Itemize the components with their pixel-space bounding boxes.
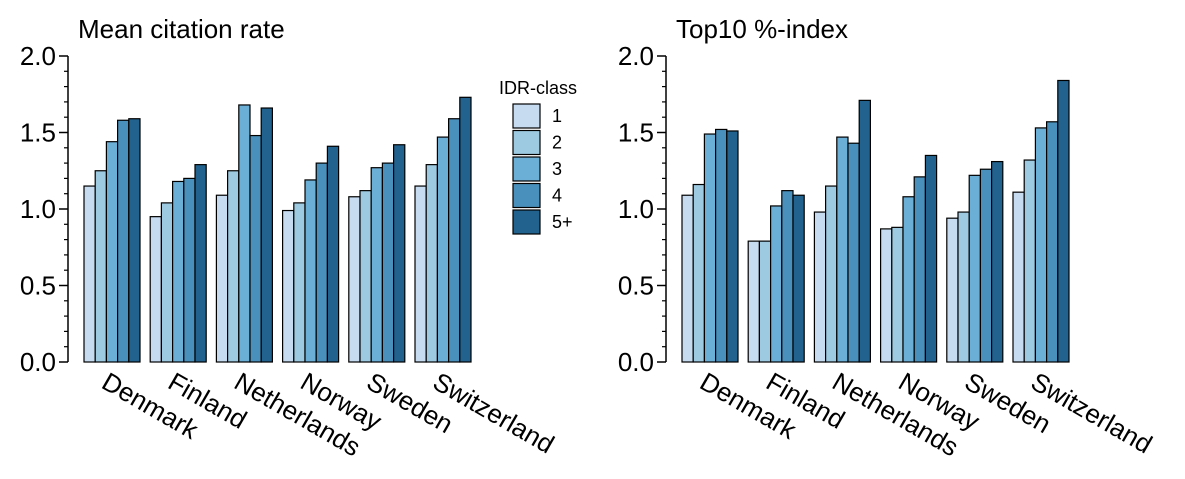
legend-swatch <box>512 129 541 156</box>
y-tick-label: 0.0 <box>20 347 56 377</box>
bar-sweden-class-2 <box>957 211 970 363</box>
y-tick-label: 2.0 <box>618 41 654 71</box>
bar-netherlands-class-4 <box>249 134 262 363</box>
bar-finland-class-5plus <box>792 194 805 363</box>
bar-finland-class-1 <box>747 240 761 363</box>
bar-switzerland-class-4 <box>448 118 461 363</box>
bar-finland-class-3 <box>172 180 185 363</box>
bar-finland-class-3 <box>769 205 783 363</box>
bar-sweden-class-4 <box>381 162 395 363</box>
bar-norway-class-2 <box>293 202 306 363</box>
bar-switzerland-class-1 <box>414 185 427 363</box>
bar-switzerland-class-3 <box>436 136 450 363</box>
bar-sweden-class-3 <box>968 174 982 363</box>
bar-denmark-class-5plus <box>128 118 141 363</box>
bar-netherlands-class-1 <box>813 211 827 363</box>
legend-title: IDR-class <box>499 78 577 98</box>
bar-denmark-class-4 <box>714 128 728 363</box>
legend: IDR-class 1 2 3 4 5+ <box>499 78 577 235</box>
bar-norway-class-5plus <box>326 145 340 363</box>
y-tick-label: 2.0 <box>20 41 56 71</box>
chart-title: Mean citation rate <box>78 14 285 44</box>
bar-netherlands-class-1 <box>215 194 229 363</box>
bar-netherlands-class-3 <box>238 104 251 363</box>
bar-finland-class-5plus <box>194 164 207 363</box>
bar-finland-class-1 <box>149 216 162 363</box>
bar-denmark-class-1 <box>681 194 694 363</box>
bar-switzerland-class-3 <box>1034 127 1048 363</box>
y-tick-label: 1.5 <box>20 118 56 148</box>
bar-netherlands-class-3 <box>836 136 849 363</box>
y-tick-label: 1.0 <box>618 194 654 224</box>
legend-label: 4 <box>552 186 562 206</box>
bar-sweden-class-5plus <box>393 144 406 363</box>
y-tick-label: 0.5 <box>618 271 654 301</box>
mean-citation-rate-panel: Mean citation rate 0.00.51.01.52.0Denmar… <box>20 14 560 462</box>
y-tick-label: 0.5 <box>20 271 56 301</box>
bar-netherlands-class-4 <box>847 142 860 363</box>
bar-finland-class-4 <box>781 190 794 363</box>
bar-finland-class-2 <box>160 202 174 363</box>
bar-finland-class-4 <box>183 177 196 363</box>
legend-label: 3 <box>552 159 562 179</box>
legend-swatch <box>512 103 541 129</box>
legend-swatch <box>512 182 541 209</box>
bar-norway-class-2 <box>891 226 904 363</box>
bar-norway-class-3 <box>304 179 317 363</box>
bar-denmark-class-3 <box>703 133 717 363</box>
bar-norway-class-4 <box>913 176 927 363</box>
bar-denmark-class-3 <box>105 141 119 363</box>
bar-denmark-class-4 <box>116 119 130 363</box>
legend-label: 1 <box>552 106 562 126</box>
bar-sweden-class-5plus <box>990 160 1004 363</box>
bar-denmark-class-2 <box>94 170 107 363</box>
legend-label: 2 <box>552 133 562 153</box>
bar-denmark-class-5plus <box>726 130 739 363</box>
y-tick-label: 0.0 <box>618 347 654 377</box>
bar-netherlands-class-5plus <box>858 99 872 363</box>
bar-sweden-class-1 <box>946 217 959 363</box>
bar-norway-class-3 <box>902 196 915 363</box>
top10-index-panel: Top10 %-index 0.00.51.01.52.0DenmarkFinl… <box>618 14 1158 462</box>
bar-switzerland-class-2 <box>1023 159 1036 363</box>
bar-sweden-class-2 <box>359 190 372 363</box>
y-tick-label: 1.0 <box>20 194 56 224</box>
bar-netherlands-class-5plus <box>260 107 274 363</box>
bar-switzerland-class-4 <box>1045 121 1059 363</box>
y-tick-label: 1.5 <box>618 118 654 148</box>
bar-norway-class-4 <box>315 162 329 363</box>
bar-finland-class-2 <box>758 240 772 363</box>
legend-swatch <box>512 156 541 182</box>
bar-switzerland-class-1 <box>1012 191 1025 363</box>
chart-title: Top10 %-index <box>676 14 848 44</box>
bar-denmark-class-2 <box>692 183 706 363</box>
bar-norway-class-1 <box>282 209 295 363</box>
bar-switzerland-class-5plus <box>459 96 472 363</box>
bar-denmark-class-1 <box>83 185 96 363</box>
bar-norway-class-1 <box>879 228 893 363</box>
bar-norway-class-5plus <box>924 154 938 363</box>
bar-switzerland-class-5plus <box>1057 79 1070 363</box>
bar-netherlands-class-2 <box>824 185 838 363</box>
legend-swatch <box>512 209 541 235</box>
legend-label: 5+ <box>552 212 573 232</box>
bar-netherlands-class-2 <box>227 170 240 363</box>
bar-sweden-class-4 <box>979 168 993 363</box>
bar-sweden-class-1 <box>348 196 361 363</box>
bar-sweden-class-3 <box>370 167 384 363</box>
bar-switzerland-class-2 <box>425 164 439 363</box>
